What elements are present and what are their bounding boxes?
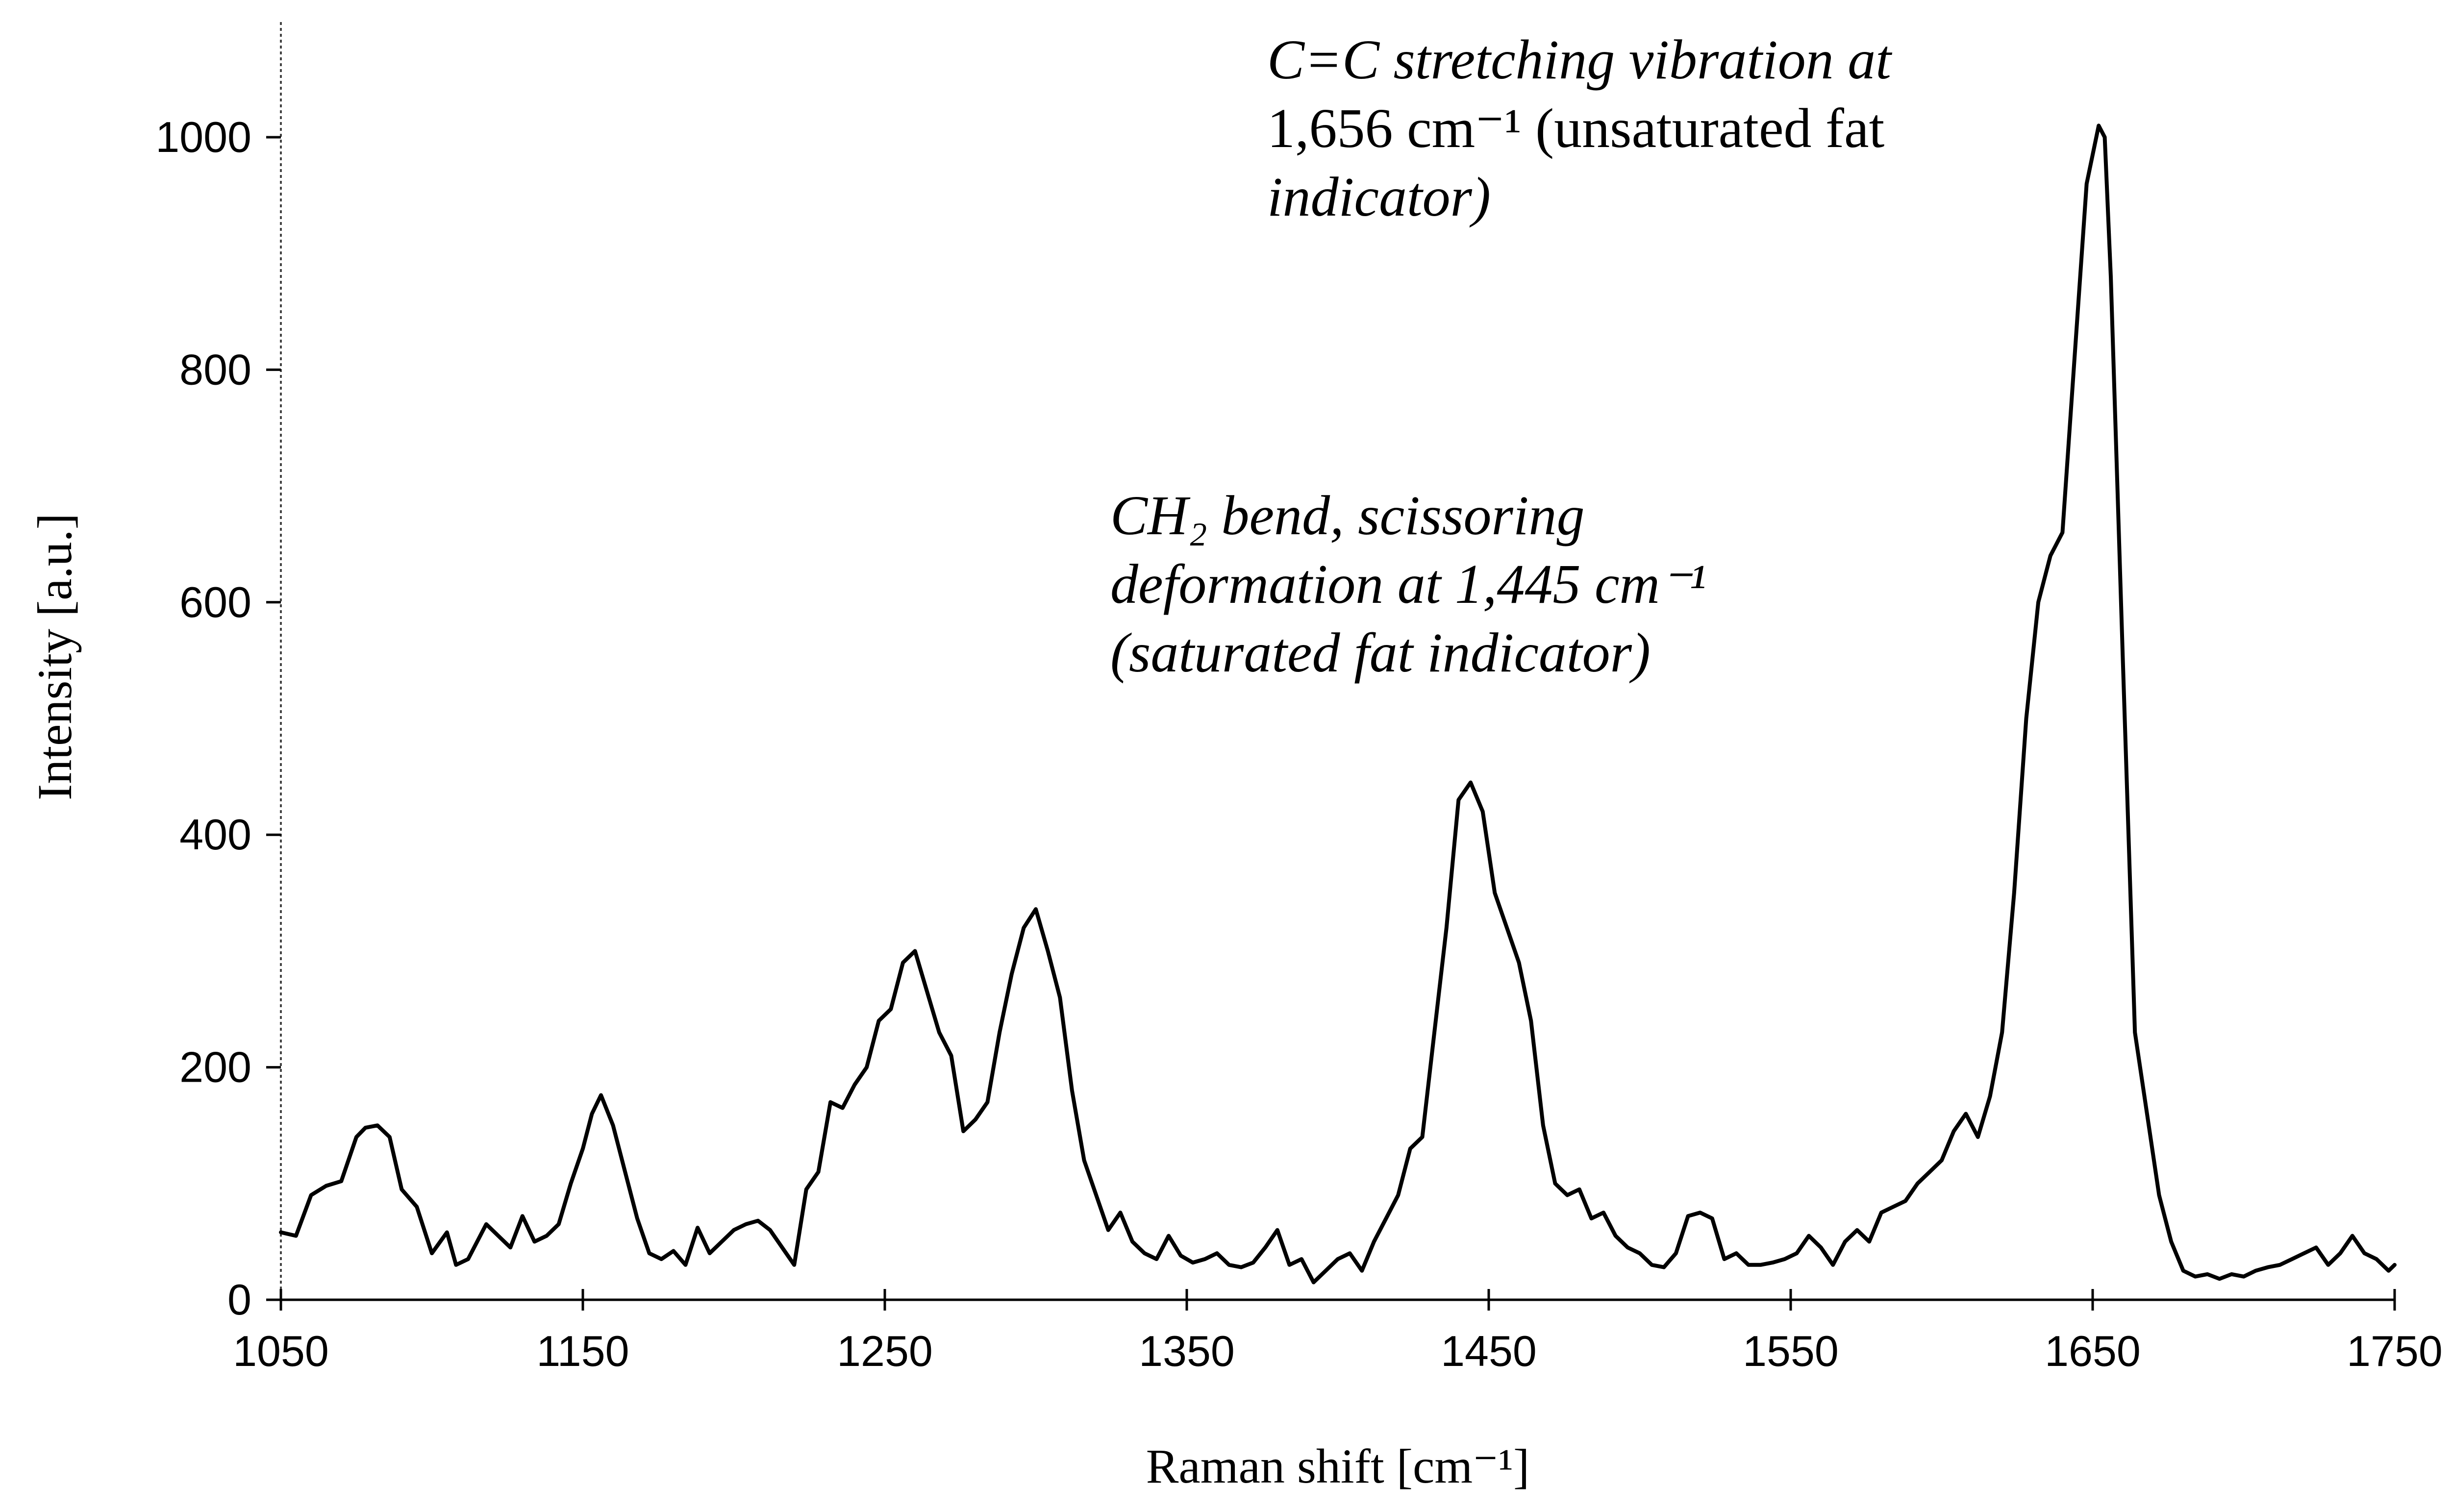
x-tick-label: 1350: [1139, 1327, 1235, 1375]
y-ticks: 0 200 400 600 800 1000: [155, 113, 281, 1324]
y-tick-label: 1000: [155, 113, 251, 161]
annotation-unsaturated-line-1: C=C stretching vibration at: [1267, 28, 1892, 91]
y-axis-title: Intensity [a.u.]: [27, 513, 82, 800]
annotation-unsaturated-line-3: indicator): [1267, 166, 1491, 228]
x-tick-label: 1450: [1441, 1327, 1537, 1375]
x-tick-label: 1050: [233, 1327, 329, 1375]
plot-area: 1050 1150 1250 1350 1450 1550 1650 1750 0 200 400…: [155, 22, 2443, 1375]
x-axis-title: Raman shift [cm⁻¹]: [1146, 1439, 1530, 1493]
x-tick-label: 1250: [837, 1327, 933, 1375]
x-tick-label: 1650: [2045, 1327, 2141, 1375]
x-tick-label: 1550: [1743, 1327, 1839, 1375]
annotation-saturated-fat: CH₂ bend, scissoring deformation at 1,44…: [1110, 484, 1706, 684]
y-tick-label: 0: [227, 1275, 251, 1324]
annotation-saturated-line-1: CH₂ bend, scissoring: [1110, 484, 1585, 546]
annotation-saturated-line-3: (saturated fat indicator): [1110, 621, 1651, 684]
y-tick-label: 400: [179, 810, 251, 859]
y-tick-label: 600: [179, 578, 251, 626]
x-tick-label: 1150: [536, 1327, 629, 1375]
y-tick-label: 200: [179, 1043, 251, 1091]
x-ticks: 1050 1150 1250 1350 1450 1550 1650 1750: [233, 1289, 2443, 1375]
annotation-saturated-line-2: deformation at 1,445 cm⁻¹: [1110, 553, 1706, 615]
y-tick-label: 800: [179, 345, 251, 394]
annotation-unsaturated-fat: C=C stretching vibration at 1,656 cm⁻¹ (…: [1267, 28, 1892, 228]
x-tick-label: 1750: [2347, 1327, 2443, 1375]
spectrum-line: [279, 124, 2397, 1285]
annotation-unsaturated-line-2: 1,656 cm⁻¹ (unsaturated fat: [1267, 97, 1884, 159]
